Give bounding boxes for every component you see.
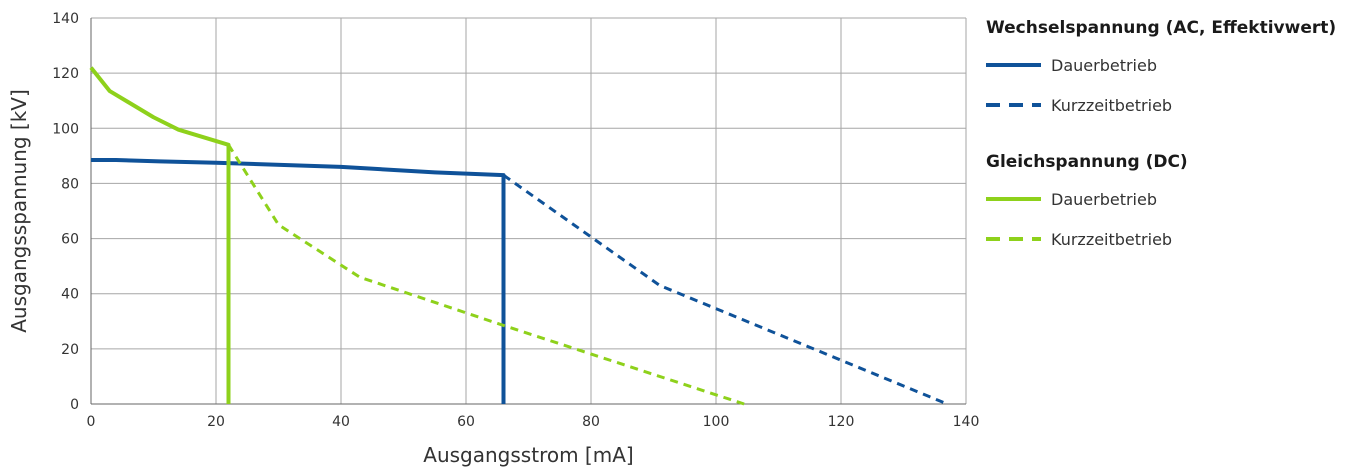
y-tick-label: 120 [52,66,79,82]
legend-item-ac-short-term: Kurzzeitbetrieb [986,92,1366,118]
legend-label: Dauerbetrieb [1051,189,1157,209]
chart-grid [90,17,967,405]
legend-swatch [986,197,1041,201]
chart-legend: Wechselspannung (AC, Effektivwert) Dauer… [986,18,1366,286]
x-tick-label: 40 [332,414,350,430]
chart-axes [90,18,966,405]
x-tick-label: 60 [457,414,475,430]
legend-item-dc-short-term: Kurzzeitbetrieb [986,226,1366,252]
legend-group-title: Gleichspannung (DC) [986,152,1188,172]
legend-item-ac-continuous: Dauerbetrieb [986,52,1366,78]
legend-swatch [986,63,1041,67]
legend-label: Kurzzeitbetrieb [1051,229,1173,249]
legend-group-title: Wechselspannung (AC, Effektivwert) [986,18,1337,38]
y-tick-label: 20 [61,342,79,358]
legend-swatch [986,103,1041,107]
series-line-2 [502,173,948,406]
series-line-1 [91,157,506,404]
chart-series [89,66,948,406]
legend-group-dc: Gleichspannung (DC) Dauerbetrieb Kurzzei… [986,152,1366,252]
y-tick-label: 100 [52,121,79,137]
series-line-3 [89,66,231,404]
tick-labels: 0 20 40 60 80 100 120 140 0 20 40 60 80 100 120 140 [52,11,979,430]
y-tick-label: 0 [70,397,79,413]
y-tick-label: 40 [61,287,79,303]
x-tick-label: 140 [953,414,980,430]
x-axis-label: Ausgangsstrom [mA] [423,443,633,467]
y-axis-label: Ausgangsspannung [kV] [7,89,31,333]
x-tick-label: 20 [207,414,225,430]
legend-label: Dauerbetrieb [1051,55,1157,75]
x-tick-label: 0 [87,414,96,430]
y-tick-label: 140 [52,11,79,27]
legend-swatch [986,237,1041,241]
x-tick-label: 120 [828,414,855,430]
y-tick-label: 60 [61,232,79,248]
legend-group-ac: Wechselspannung (AC, Effektivwert) Dauer… [986,18,1366,118]
legend-item-dc-continuous: Dauerbetrieb [986,186,1366,212]
line-chart: 0 20 40 60 80 100 120 140 0 20 40 60 80 100 120 140 Aus… [7,11,979,467]
legend-label: Kurzzeitbetrieb [1051,95,1173,115]
x-tick-label: 100 [703,414,730,430]
x-tick-label: 80 [582,414,600,430]
series-line-4 [227,144,745,406]
y-tick-label: 80 [61,176,79,192]
